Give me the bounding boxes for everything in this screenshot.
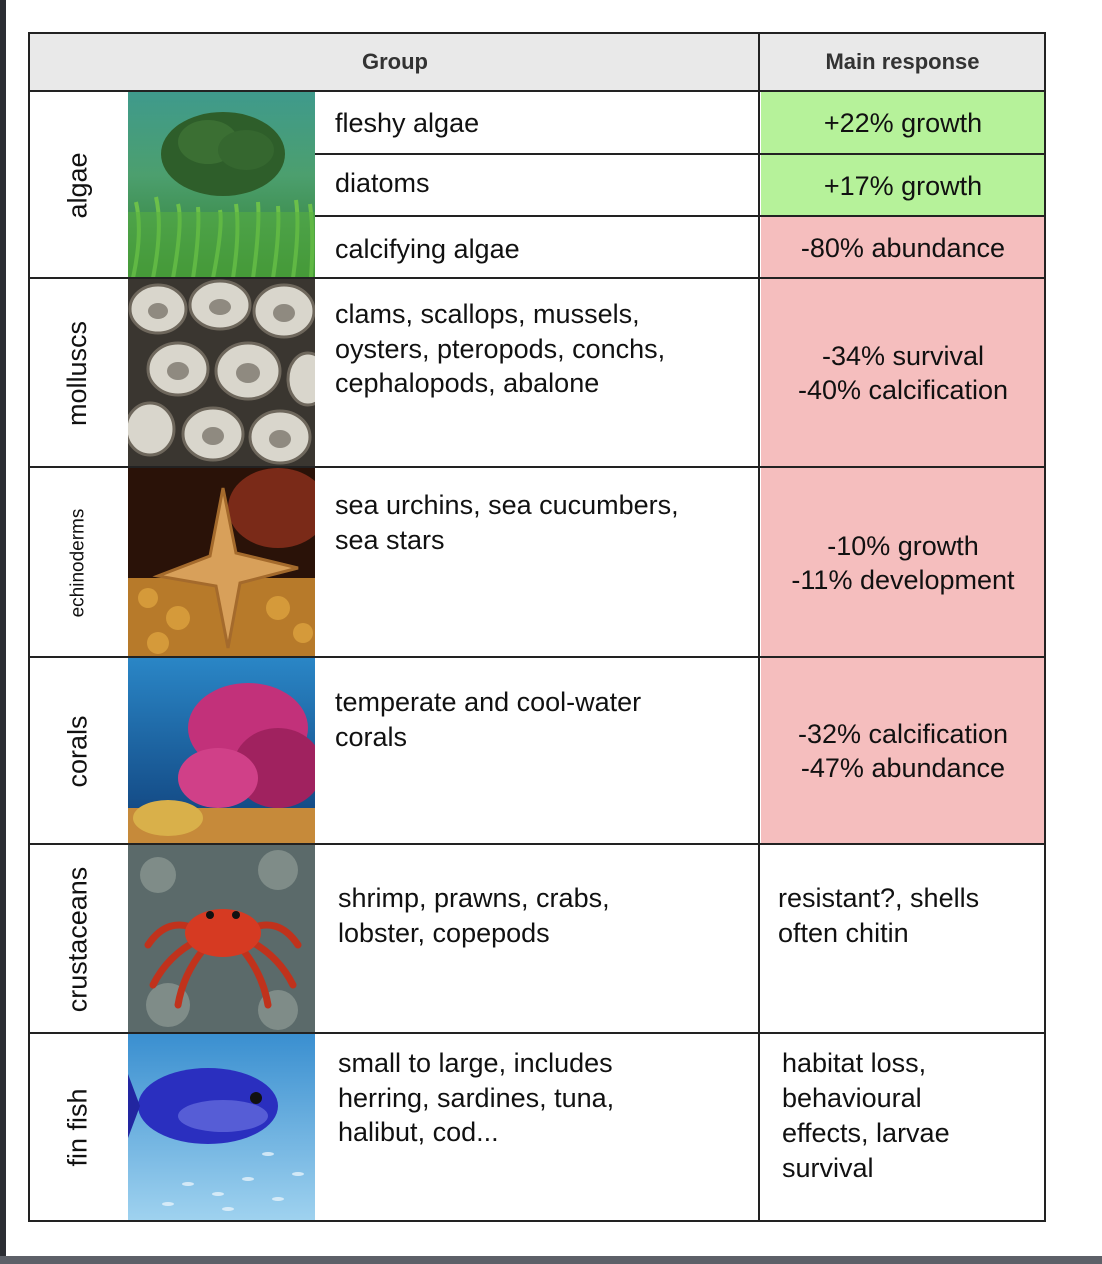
response-echinoderms: -10% growth -11% development bbox=[791, 530, 1015, 595]
species-corals: temperate and cool-water corals bbox=[335, 687, 642, 752]
corals-photo bbox=[128, 658, 315, 844]
table-border-left bbox=[28, 32, 30, 1222]
row-divider bbox=[28, 277, 1046, 279]
window-frame-bottom bbox=[0, 1256, 1102, 1264]
species-diatoms: diatoms bbox=[335, 168, 430, 198]
table-border-right bbox=[1044, 32, 1046, 1222]
table-header bbox=[28, 32, 1046, 91]
response-cell-calcifying-algae bbox=[761, 217, 1045, 278]
group-label-fin-fish: fin fish bbox=[62, 1088, 93, 1167]
species-fleshy-algae: fleshy algae bbox=[335, 108, 480, 138]
species-echinoderms: sea urchins, sea cucumbers, sea stars bbox=[335, 490, 679, 555]
response-corals: -32% calcification -47% abundance bbox=[797, 719, 1009, 783]
table-border-bottom bbox=[28, 1220, 1046, 1222]
echinoderms-photo bbox=[128, 468, 315, 657]
response-cell-corals bbox=[761, 658, 1045, 844]
window-frame-left bbox=[0, 0, 6, 1264]
species-crustaceans: shrimp, prawns, crabs, lobster, copepods bbox=[338, 883, 610, 948]
fin-fish-photo bbox=[128, 1034, 315, 1221]
response-diatoms: +17% growth bbox=[823, 170, 983, 201]
response-crustaceans: resistant?, shells often chitin bbox=[778, 883, 980, 948]
row-divider bbox=[315, 153, 1046, 155]
row-divider bbox=[28, 1032, 1046, 1034]
group-label-corals: corals bbox=[62, 714, 93, 788]
response-cell-molluscs bbox=[761, 279, 1045, 467]
response-cell-fleshy-algae bbox=[761, 92, 1045, 154]
response-cell-echinoderms bbox=[761, 468, 1045, 657]
column-divider bbox=[758, 32, 760, 1222]
table-border-top bbox=[28, 32, 1046, 34]
algae-photo bbox=[128, 92, 315, 278]
row-divider bbox=[28, 466, 1046, 468]
group-label-molluscs: molluscs bbox=[62, 320, 93, 426]
response-fin-fish: habitat loss, behavioural effects, larvae… bbox=[782, 1048, 950, 1183]
molluscs-photo bbox=[128, 279, 315, 467]
header-divider bbox=[28, 90, 1046, 92]
crustaceans-photo bbox=[128, 845, 315, 1033]
main-response-column-header: Main response bbox=[825, 48, 980, 74]
response-cell-diatoms bbox=[761, 155, 1045, 216]
response-calcifying-algae: -80% abundance bbox=[800, 232, 1006, 263]
species-calcifying-algae: calcifying algae bbox=[335, 234, 520, 264]
row-divider bbox=[28, 656, 1046, 658]
response-molluscs: -34% survival -40% calcification bbox=[797, 341, 1009, 405]
group-label-crustaceans: crustaceans bbox=[62, 866, 93, 1012]
species-molluscs: clams, scallops, mussels, oysters, pterop… bbox=[335, 299, 666, 398]
group-label-echinoderms: echinoderms bbox=[67, 508, 88, 617]
species-fin-fish: small to large, includes herring, sardine… bbox=[338, 1048, 615, 1147]
group-label-algae: algae bbox=[62, 151, 93, 219]
group-column-header: Group bbox=[362, 48, 428, 74]
row-divider bbox=[315, 215, 1046, 217]
response-fleshy-algae: +22% growth bbox=[823, 108, 983, 138]
row-divider bbox=[28, 843, 1046, 845]
